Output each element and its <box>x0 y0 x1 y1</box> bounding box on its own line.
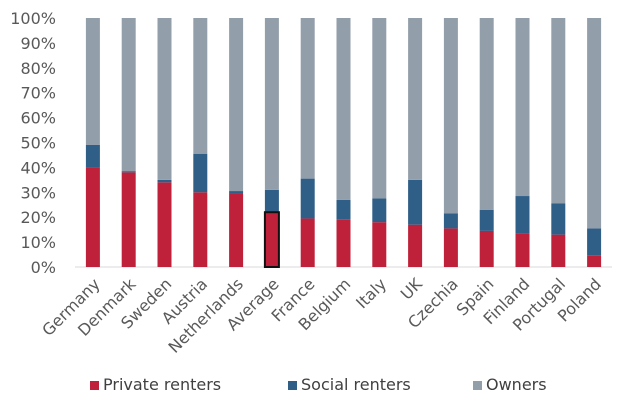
bar-segment <box>408 179 423 225</box>
bar-segment <box>121 171 136 173</box>
bar-segment <box>264 189 279 213</box>
bar-segment <box>443 18 458 214</box>
bar-segment <box>85 18 100 145</box>
bar-segment <box>157 18 172 180</box>
legend-label: Owners <box>486 375 547 394</box>
y-tick-label: 0% <box>31 258 56 277</box>
bar-segment <box>229 193 244 267</box>
bar-segment <box>193 18 208 154</box>
bar-segment <box>479 209 494 231</box>
bar-segment <box>372 18 387 199</box>
bar-segment <box>336 199 351 220</box>
y-axis: 0% 10% 20% 30% 40% 50% 60% 70% 80% 90% 100% <box>10 9 612 277</box>
bar-segment <box>551 234 566 267</box>
bar-segment <box>85 144 100 168</box>
bar-segment <box>300 218 315 267</box>
x-axis: GermanyDenmarkSwedenAustriaNetherlandsAv… <box>38 274 605 357</box>
bar-segment <box>85 167 100 267</box>
bar-segment <box>336 219 351 267</box>
y-tick-label: 100% <box>10 9 56 28</box>
bar-segment <box>443 213 458 229</box>
bar-segment <box>372 198 387 223</box>
legend-label: Private renters <box>103 375 221 394</box>
bar-segment <box>264 212 279 267</box>
y-tick-label: 50% <box>20 134 56 153</box>
bar-segment <box>408 18 423 180</box>
bar-segment <box>443 228 458 267</box>
legend-swatch <box>473 381 482 390</box>
bar-segment <box>587 228 602 256</box>
y-tick-label: 80% <box>20 59 56 78</box>
bar-segment <box>157 182 172 267</box>
x-tick-label: UK <box>397 274 426 303</box>
bar-segment <box>515 196 530 234</box>
bar-segment <box>121 172 136 267</box>
bar-segment <box>300 178 315 219</box>
y-tick-label: 70% <box>20 84 56 103</box>
x-tick-label: Italy <box>352 274 390 312</box>
bar-segment <box>121 18 136 172</box>
y-tick-label: 20% <box>20 208 56 227</box>
bar-segment <box>515 18 530 197</box>
legend-swatch <box>288 381 297 390</box>
bar-segment <box>587 255 602 267</box>
legend: Private renters Social renters Owners <box>90 375 547 394</box>
y-tick-label: 40% <box>20 158 56 177</box>
bar-segment <box>300 18 315 179</box>
bar-segment <box>587 18 602 229</box>
bar-segment <box>336 18 351 200</box>
bar-segment <box>479 18 494 210</box>
bar-segment <box>408 224 423 267</box>
y-tick-label: 30% <box>20 183 56 202</box>
bar-segment <box>229 191 244 194</box>
legend-swatch <box>90 381 99 390</box>
bar-segment <box>479 230 494 267</box>
y-tick-label: 10% <box>20 233 56 252</box>
bar-segment <box>515 233 530 267</box>
y-tick-label: 90% <box>20 34 56 53</box>
bar-segment <box>157 179 172 183</box>
legend-label: Social renters <box>301 375 411 394</box>
highlight-outline <box>263 211 280 268</box>
bar-segment <box>193 192 208 267</box>
bar-segment <box>551 203 566 235</box>
bar-segment <box>264 18 279 190</box>
y-tick-label: 60% <box>20 109 56 128</box>
bar-segment <box>551 18 566 204</box>
bar-segment <box>372 222 387 267</box>
bars <box>85 18 602 268</box>
bar-segment <box>193 153 208 193</box>
bar-segment <box>229 18 244 192</box>
